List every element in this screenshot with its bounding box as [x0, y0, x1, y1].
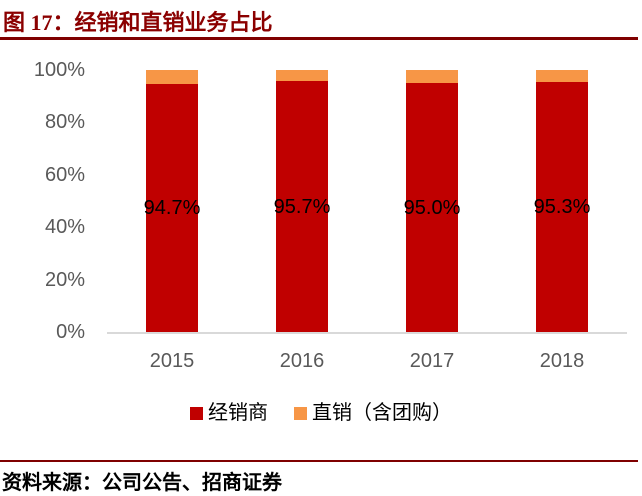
- y-tick-label: 40%: [44, 216, 85, 239]
- legend-label: 经销商: [208, 402, 268, 424]
- legend-item-直销（含团购）: 直销（含团购）: [294, 401, 452, 425]
- bar-data-label: 95.0%: [403, 196, 461, 219]
- bar-group-2015: [146, 70, 198, 332]
- bar-group-2018: [536, 70, 588, 332]
- bar-segment-经销商: [536, 82, 588, 332]
- y-tick-label: 20%: [44, 268, 85, 291]
- stacked-bar-chart: 0% 20% 40% 60% 80% 100% 94.7% 95.7% 95.0% 95.3% …: [0, 44, 642, 424]
- source-text: 资料来源：公司公告、招商证券: [2, 472, 282, 494]
- bar-segment-直销（含团购）: [536, 70, 588, 83]
- legend-label: 直销（含团购）: [312, 402, 452, 424]
- y-tick-label: 60%: [44, 163, 85, 186]
- bar-data-label: 94.7%: [143, 196, 201, 219]
- bar-segment-经销商: [406, 83, 458, 332]
- bar-segment-直销（含团购）: [276, 70, 328, 82]
- title-divider: [0, 37, 638, 40]
- x-tick-label: 2016: [279, 350, 325, 372]
- bar-data-label: 95.7%: [273, 195, 331, 218]
- footer-divider: [0, 460, 638, 462]
- x-tick-label: 2017: [409, 350, 455, 372]
- chart-legend: 经销商 直销（含团购）: [0, 401, 642, 425]
- y-tick-label: 80%: [44, 111, 85, 134]
- bar-group-2017: [406, 70, 458, 332]
- bar-segment-直销（含团购）: [406, 70, 458, 84]
- x-tick-label: 2018: [539, 350, 585, 372]
- y-tick-label: 100%: [33, 59, 85, 81]
- bar-data-label: 95.3%: [533, 196, 591, 219]
- bar-segment-直销（含团购）: [146, 70, 198, 84]
- y-tick-label: 0%: [56, 321, 85, 343]
- bar-segment-经销商: [276, 81, 328, 332]
- bar-segment-经销商: [146, 83, 198, 332]
- plot-area: 94.7% 95.7% 95.0% 95.3%: [107, 70, 627, 332]
- x-tick-label: 2015: [149, 350, 195, 372]
- legend-swatch-icon: [190, 406, 203, 420]
- x-axis-line: [107, 332, 627, 334]
- legend-item-经销商: 经销商: [190, 401, 268, 425]
- bar-group-2016: [276, 70, 328, 332]
- page-title: 图 17：经销和直销业务占比: [3, 10, 273, 35]
- legend-swatch-icon: [294, 406, 307, 420]
